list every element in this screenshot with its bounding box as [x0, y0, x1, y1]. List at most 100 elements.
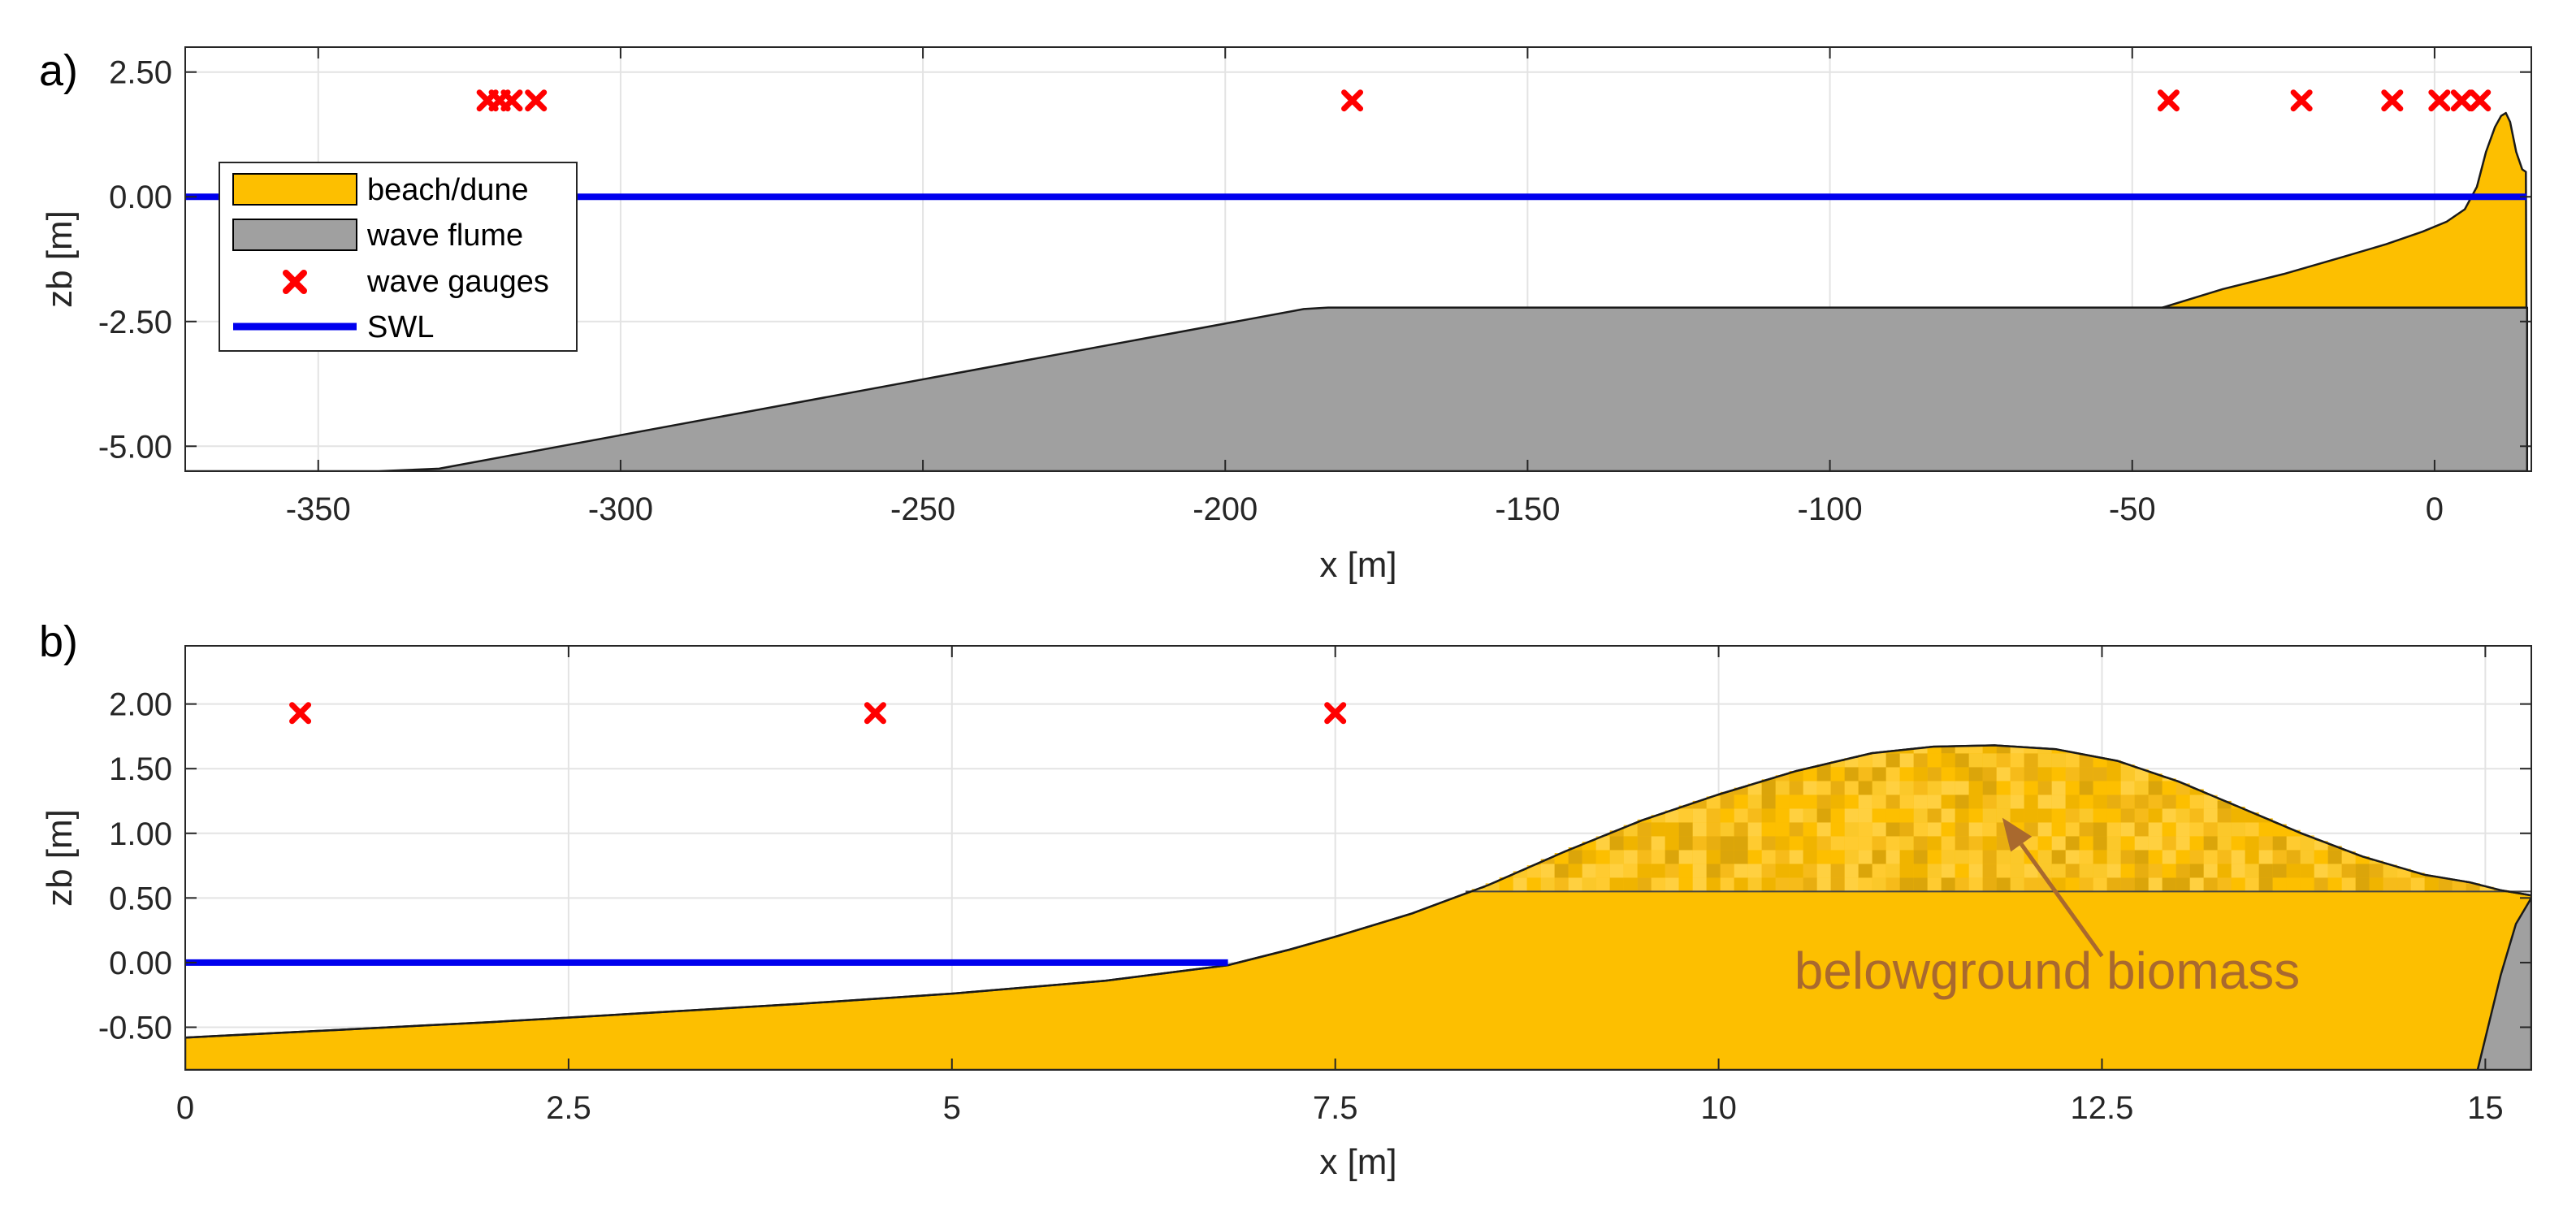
biomass-cell [1955, 746, 1969, 754]
biomass-cell [1775, 864, 1790, 878]
biomass-cell [2452, 881, 2466, 892]
biomass-cell [1899, 808, 1914, 823]
biomass-cell [1595, 877, 1610, 892]
y-tick-label: 0.00 [109, 180, 172, 215]
biomass-cell [1554, 864, 1569, 878]
biomass-cell [1955, 864, 1969, 878]
biomass-cell [1706, 836, 1721, 851]
biomass-cell [1678, 808, 1693, 823]
wave-gauge-marker [2450, 89, 2473, 112]
biomass-cell [1568, 847, 1582, 851]
biomass-cell [2093, 781, 2107, 795]
biomass-cell [1789, 877, 1803, 892]
biomass-cell [1913, 767, 1928, 782]
biomass-cell [1692, 836, 1707, 851]
x-tick-label: 5 [943, 1090, 961, 1126]
biomass-cell [1637, 864, 1652, 878]
biomass-cell [1761, 877, 1776, 892]
biomass-cell [1830, 767, 1845, 782]
biomass-cell [2176, 822, 2190, 837]
biomass-cell [1665, 810, 1679, 823]
x-tick-label: -50 [2109, 491, 2156, 527]
biomass-cell [1968, 753, 1983, 768]
biomass-cell [2148, 795, 2163, 809]
biomass-cell [1996, 746, 2011, 754]
biomass-cell [1816, 795, 1831, 809]
biomass-cell [1941, 767, 1955, 782]
biomass-cell [1803, 795, 1817, 809]
biomass-cell [1816, 877, 1831, 892]
biomass-cell [1982, 836, 1997, 851]
biomass-cell [1858, 850, 1872, 864]
biomass-cell [2286, 850, 2301, 864]
biomass-cell [1899, 864, 1914, 878]
ticks-a: -350 -300 -250 -200 -150 -100 -50 0 2.50 0.00 -2.5… [98, 47, 2531, 527]
biomass-cell [2093, 767, 2107, 782]
biomass-cell [2148, 836, 2163, 851]
biomass-cell [2369, 877, 2383, 892]
x-tick-label: 12.5 [2071, 1090, 2134, 1126]
biomass-cell [2341, 877, 2356, 892]
biomass-cell [1651, 877, 1665, 892]
biomass-cell [1830, 808, 1845, 823]
wave-gauge-marker [864, 702, 886, 725]
biomass-cell [1637, 822, 1652, 837]
biomass-cell [1609, 864, 1624, 878]
biomass-cell [2120, 850, 2135, 864]
ticks-b: 0 2.5 5 7.5 10 12.5 15 2.00 1.50 1.00 0.50 0.00 -0.5… [98, 646, 2531, 1126]
biomass-cell [1803, 808, 1817, 823]
biomass-cell [1885, 808, 1900, 823]
biomass-cell [1927, 767, 1942, 782]
biomass-cell [1844, 836, 1859, 851]
biomass-cell [1927, 877, 1942, 892]
biomass-cell [2093, 808, 2107, 823]
y-tick-label: 2.50 [109, 55, 172, 91]
y-axis-label-b: zb [m] [40, 809, 80, 907]
biomass-cell [1651, 822, 1665, 837]
biomass-cell [2051, 750, 2066, 754]
biomass-cell [2037, 748, 2052, 754]
biomass-cell [2120, 864, 2135, 878]
x-tick-label: 0 [2426, 491, 2444, 527]
biomass-cell [1595, 864, 1610, 878]
biomass-cell [2134, 877, 2149, 892]
biomass-cell [1803, 781, 1817, 795]
biomass-cell [2120, 808, 2135, 823]
y-tick-label: 1.00 [109, 816, 172, 852]
biomass-cell [1789, 822, 1803, 837]
biomass-cell [1526, 865, 1541, 878]
biomass-cell [1651, 815, 1665, 823]
biomass-cell [2106, 808, 2121, 823]
legend-label-beach-dune: beach/dune [367, 173, 529, 207]
biomass-cell [2162, 836, 2176, 851]
biomass-cell [1955, 808, 1969, 823]
biomass-cell [1899, 753, 1914, 768]
biomass-cell [1789, 808, 1803, 823]
biomass-cell [1692, 850, 1707, 864]
biomass-cell [1816, 808, 1831, 823]
x-tick-label: -300 [588, 491, 653, 527]
biomass-cell [2258, 822, 2273, 837]
biomass-cell [1968, 781, 1983, 795]
biomass-cell [1858, 795, 1872, 809]
biomass-cell [1568, 850, 1582, 864]
biomass-cell [2120, 764, 2135, 768]
biomass-cell [1706, 877, 1721, 892]
biomass-cell [1955, 781, 1969, 795]
biomass-cell [2245, 850, 2259, 864]
biomass-cell [1830, 877, 1845, 892]
biomass-cell [1885, 836, 1900, 851]
biomass-cell [2065, 781, 2080, 795]
biomass-cell [1858, 822, 1872, 837]
biomass-cell [2424, 877, 2439, 892]
biomass-cell [1665, 836, 1679, 851]
annotation-belowground-biomass: belowground biomass [1795, 942, 2301, 1000]
biomass-cell [2203, 864, 2218, 878]
biomass-cell [1692, 877, 1707, 892]
biomass-cell [1623, 836, 1638, 851]
biomass-cell [2272, 877, 2287, 892]
biomass-cell [1885, 822, 1900, 837]
biomass-cell [1927, 836, 1942, 851]
biomass-cell [1927, 864, 1942, 878]
biomass-cell [2189, 795, 2204, 809]
